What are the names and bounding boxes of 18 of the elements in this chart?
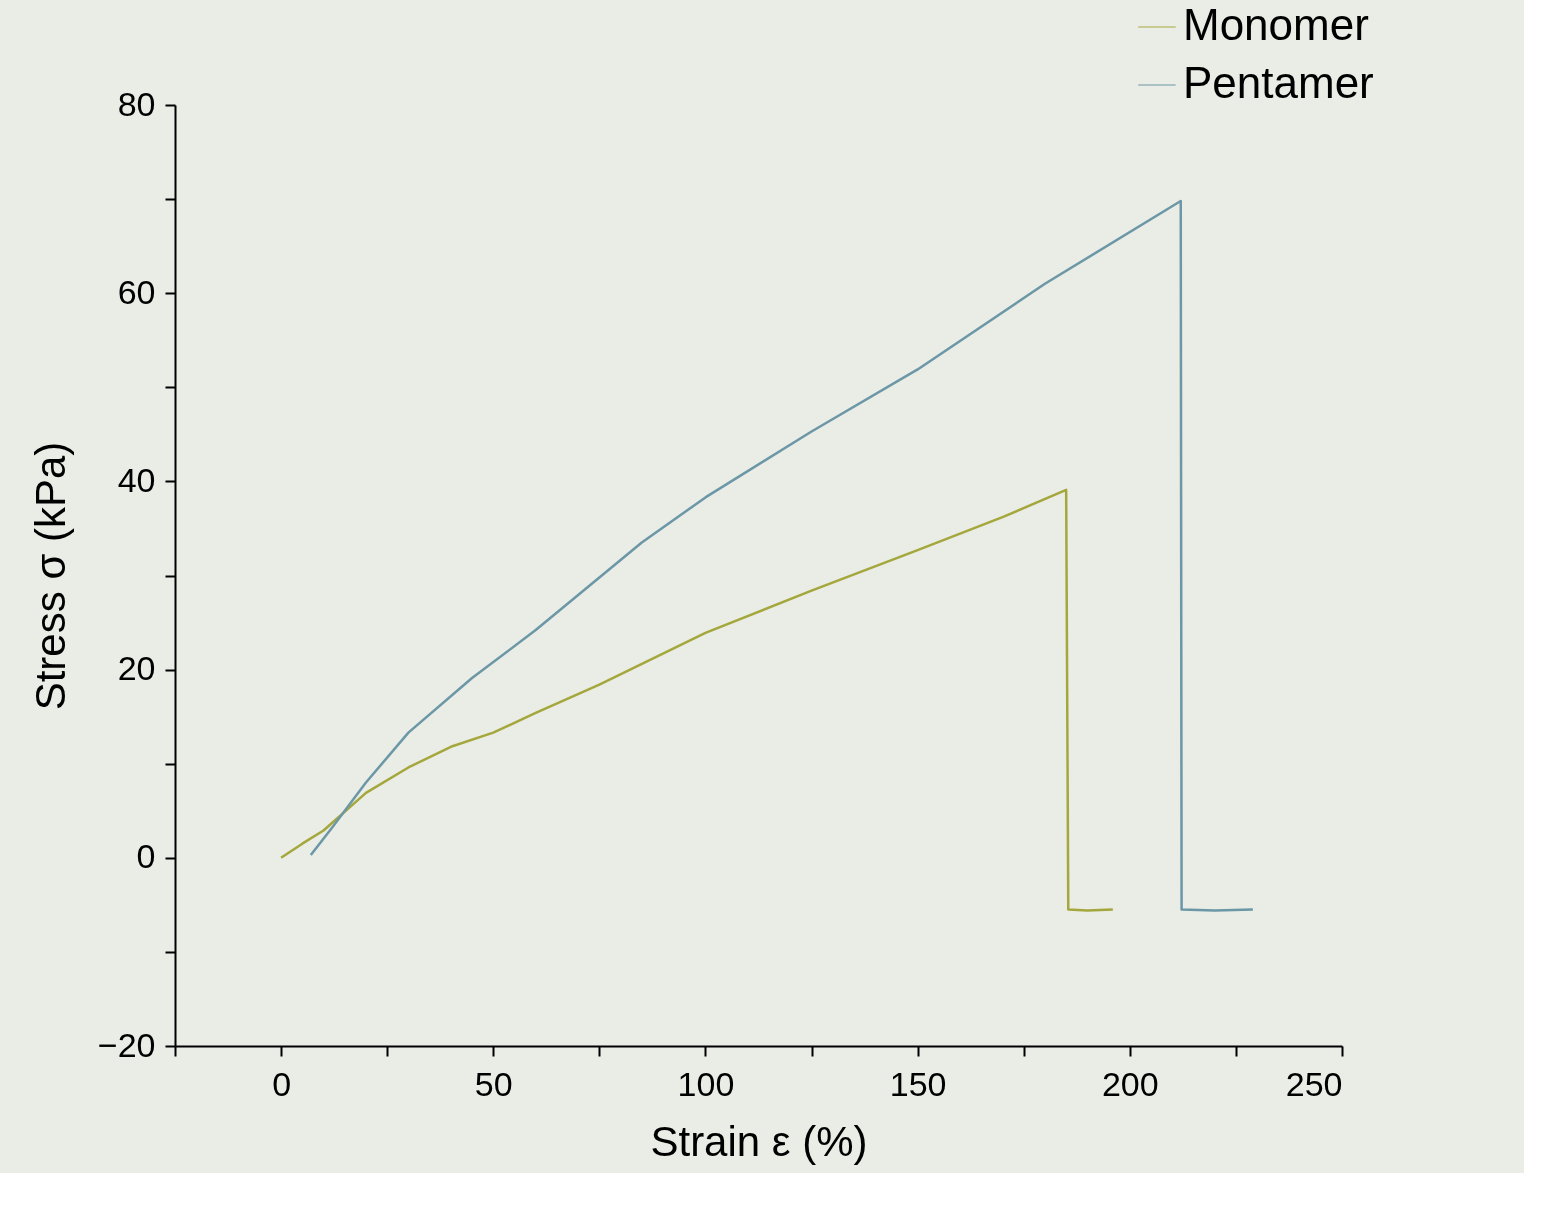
x-tick-label: 100 <box>677 1064 735 1103</box>
legend-label: Pentamer <box>1183 58 1374 107</box>
y-tick-label: 0 <box>136 837 156 876</box>
x-tick-label: 200 <box>1101 1064 1159 1103</box>
x-tick-label: 0 <box>272 1064 292 1103</box>
y-tick-label: 60 <box>117 272 156 311</box>
y-tick-label: −20 <box>97 1025 156 1064</box>
x-tick-label: 250 <box>1285 1064 1343 1103</box>
y-tick-label: 40 <box>117 460 156 499</box>
x-tick-label: 150 <box>889 1064 947 1103</box>
line-series <box>309 199 1255 912</box>
y-tick-label: 80 <box>117 84 156 123</box>
legend-label: Monomer <box>1183 0 1369 49</box>
y-tick-label: 20 <box>117 649 156 688</box>
line-series <box>279 488 1115 912</box>
x-axis-title: Strain ε (%) <box>650 1117 868 1165</box>
x-tick-label: 50 <box>474 1064 513 1103</box>
y-axis-title: Stress σ (kPa) <box>26 441 74 711</box>
